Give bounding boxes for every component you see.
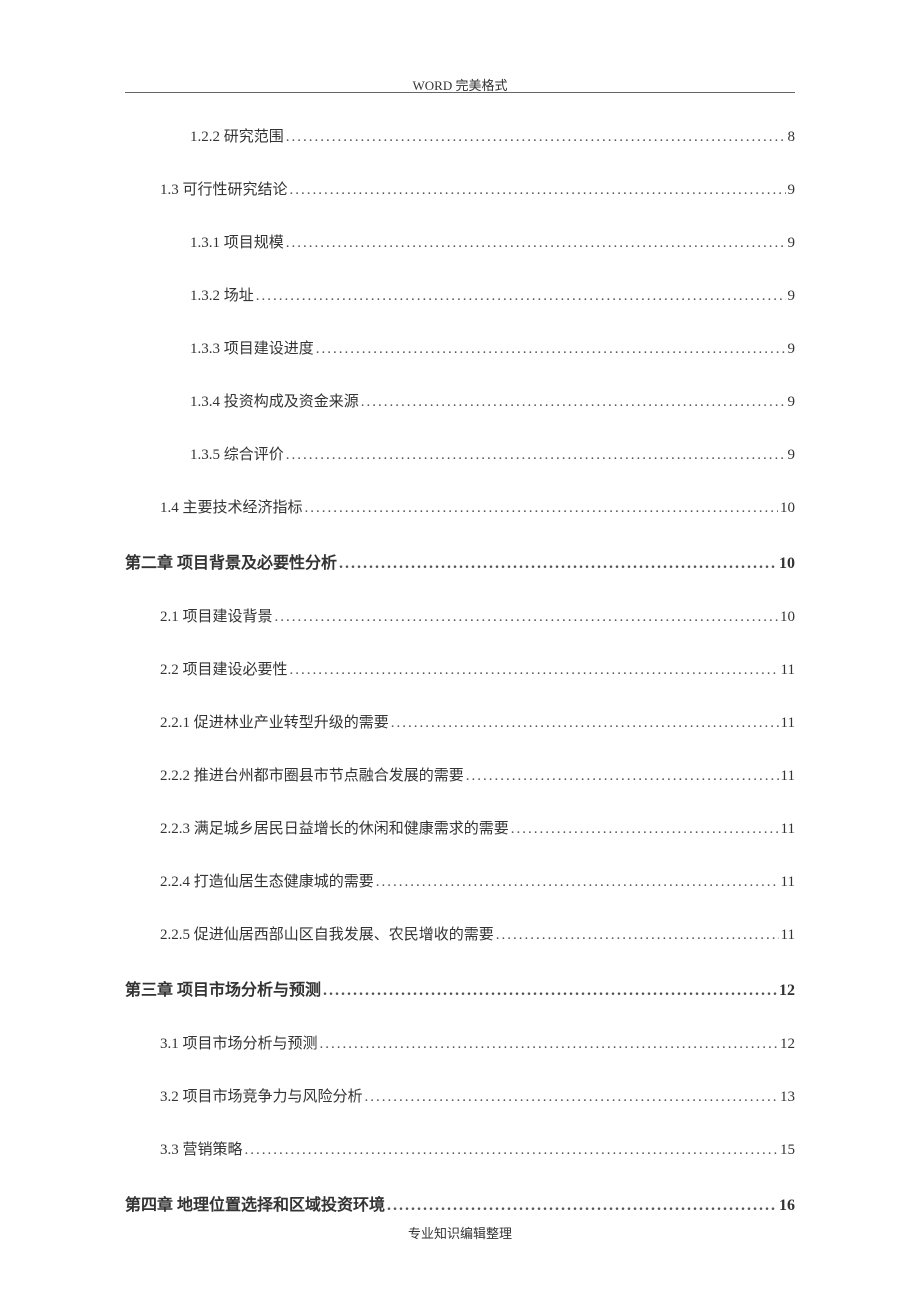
toc-label: 2.2.1 促进林业产业转型升级的需要 <box>160 711 389 732</box>
footer-text: 专业知识编辑整理 <box>408 1226 512 1241</box>
toc-page: 9 <box>788 235 796 252</box>
header-text: WORD 完美格式 <box>413 78 508 93</box>
toc-dots <box>245 1142 778 1159</box>
toc-dots <box>391 715 779 732</box>
toc-label: 2.2.2 推进台州都市圈县市节点融合发展的需要 <box>160 764 464 785</box>
toc-page: 11 <box>781 662 795 679</box>
toc-page: 9 <box>788 288 796 305</box>
toc-dots <box>305 500 778 517</box>
toc-page: 9 <box>788 394 796 411</box>
toc-dots <box>323 982 777 1000</box>
toc-page: 12 <box>779 982 795 1000</box>
toc-label: 1.3.5 综合评价 <box>190 443 284 464</box>
toc-page: 12 <box>780 1036 795 1053</box>
toc-dots <box>466 768 779 785</box>
toc-label: 2.2 项目建设必要性 <box>160 658 288 679</box>
toc-dots <box>339 555 777 573</box>
toc-entry: 3.2 项目市场竞争力与风险分析 13 <box>125 1085 795 1106</box>
toc-entry: 2.2.1 促进林业产业转型升级的需要 11 <box>125 711 795 732</box>
toc-page: 9 <box>788 182 796 199</box>
toc-page: 11 <box>781 927 795 944</box>
toc-dots <box>320 1036 778 1053</box>
toc-page: 13 <box>780 1089 795 1106</box>
toc-label: 1.3.4 投资构成及资金来源 <box>190 390 359 411</box>
page-footer: 专业知识编辑整理 <box>0 1223 920 1242</box>
toc-dots <box>387 1197 777 1215</box>
toc-entry: 1.4 主要技术经济指标 10 <box>125 496 795 517</box>
toc-label: 3.1 项目市场分析与预测 <box>160 1032 318 1053</box>
toc-dots <box>365 1089 778 1106</box>
toc-entry: 2.2 项目建设必要性 11 <box>125 658 795 679</box>
toc-label: 2.1 项目建设背景 <box>160 605 273 626</box>
toc-dots <box>290 662 779 679</box>
toc-dots <box>511 821 779 838</box>
toc-label: 3.2 项目市场竞争力与风险分析 <box>160 1085 363 1106</box>
toc-entry: 2.2.3 满足城乡居民日益增长的休闲和健康需求的需要 11 <box>125 817 795 838</box>
toc-entry: 第四章 地理位置选择和区域投资环境 16 <box>125 1191 795 1215</box>
toc-entry: 第二章 项目背景及必要性分析 10 <box>125 549 795 573</box>
toc-dots <box>290 182 786 199</box>
toc-dots <box>275 609 778 626</box>
toc-entry: 3.1 项目市场分析与预测 12 <box>125 1032 795 1053</box>
toc-page: 9 <box>788 341 796 358</box>
toc-dots <box>256 288 786 305</box>
toc-label: 第四章 地理位置选择和区域投资环境 <box>125 1191 385 1215</box>
toc-label: 1.4 主要技术经济指标 <box>160 496 303 517</box>
toc-page: 11 <box>781 768 795 785</box>
toc-label: 第三章 项目市场分析与预测 <box>125 976 321 1000</box>
toc-entry: 1.3.4 投资构成及资金来源 9 <box>125 390 795 411</box>
toc-page: 11 <box>781 821 795 838</box>
toc-dots <box>286 447 786 464</box>
toc-entry: 2.2.2 推进台州都市圈县市节点融合发展的需要 11 <box>125 764 795 785</box>
toc-label: 1.3.2 场址 <box>190 284 254 305</box>
toc-dots <box>286 129 786 146</box>
toc-entry: 2.1 项目建设背景 10 <box>125 605 795 626</box>
toc-entry: 2.2.5 促进仙居西部山区自我发展、农民增收的需要 11 <box>125 923 795 944</box>
toc-dots <box>361 394 786 411</box>
toc-entry: 1.3.3 项目建设进度 9 <box>125 337 795 358</box>
toc-page: 11 <box>781 874 795 891</box>
toc-label: 2.2.5 促进仙居西部山区自我发展、农民增收的需要 <box>160 923 494 944</box>
toc-entry: 1.3 可行性研究结论 9 <box>125 178 795 199</box>
toc-page: 10 <box>780 500 795 517</box>
toc-entry: 第三章 项目市场分析与预测 12 <box>125 976 795 1000</box>
toc-dots <box>496 927 779 944</box>
toc-entry: 1.2.2 研究范围 8 <box>125 125 795 146</box>
toc-page: 10 <box>780 609 795 626</box>
toc-label: 1.2.2 研究范围 <box>190 125 284 146</box>
toc-entry: 1.3.1 项目规模 9 <box>125 231 795 252</box>
toc-label: 1.3 可行性研究结论 <box>160 178 288 199</box>
toc-dots <box>376 874 779 891</box>
toc-label: 2.2.3 满足城乡居民日益增长的休闲和健康需求的需要 <box>160 817 509 838</box>
toc-label: 1.3.1 项目规模 <box>190 231 284 252</box>
toc-label: 1.3.3 项目建设进度 <box>190 337 314 358</box>
header-line <box>125 92 795 93</box>
toc-page: 15 <box>780 1142 795 1159</box>
toc-page: 11 <box>781 715 795 732</box>
toc-label: 2.2.4 打造仙居生态健康城的需要 <box>160 870 374 891</box>
toc-entry: 3.3 营销策略 15 <box>125 1138 795 1159</box>
toc-page: 9 <box>788 447 796 464</box>
toc-page: 8 <box>788 129 796 146</box>
toc-dots <box>286 235 786 252</box>
toc-page: 16 <box>779 1197 795 1215</box>
toc-dots <box>316 341 786 358</box>
toc-page: 10 <box>779 555 795 573</box>
toc-entry: 1.3.2 场址 9 <box>125 284 795 305</box>
toc-content: 1.2.2 研究范围81.3 可行性研究结论91.3.1 项目规模91.3.2 … <box>125 125 795 1247</box>
toc-entry: 2.2.4 打造仙居生态健康城的需要 11 <box>125 870 795 891</box>
toc-label: 3.3 营销策略 <box>160 1138 243 1159</box>
toc-entry: 1.3.5 综合评价 9 <box>125 443 795 464</box>
toc-label: 第二章 项目背景及必要性分析 <box>125 549 337 573</box>
